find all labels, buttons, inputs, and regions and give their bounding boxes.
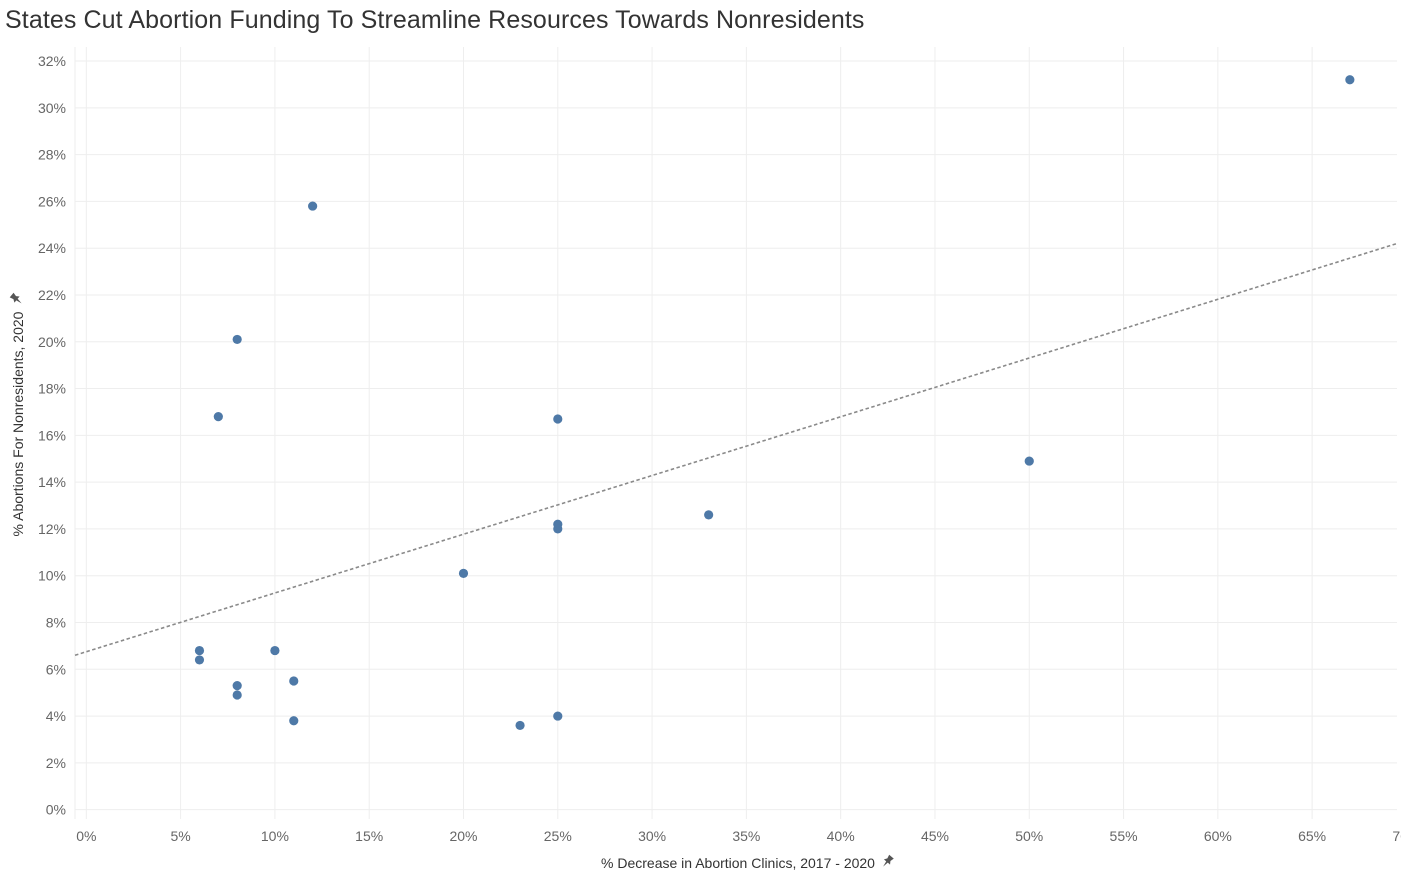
data-point[interactable] [704,510,714,520]
data-point[interactable] [194,645,205,656]
x-tick-label: 60% [1204,828,1232,844]
data-point[interactable] [308,201,318,211]
trend-line [74,242,1398,657]
y-tick-label: 6% [46,661,66,677]
data-point[interactable] [1024,456,1034,466]
chart-title: States Cut Abortion Funding To Streamlin… [5,6,865,34]
x-axis-label: % Decrease in Abortion Clinics, 2017 - 2… [601,855,875,871]
data-point[interactable] [553,414,563,424]
y-tick-label: 20% [38,334,66,350]
x-tick-label: 25% [544,828,572,844]
grid [74,47,1397,819]
data-point[interactable] [515,720,525,731]
y-tick-label: 12% [38,521,66,537]
points [194,75,1355,731]
x-tick-label: 65% [1298,828,1326,844]
y-tick-label: 10% [38,568,66,584]
data-point[interactable] [232,681,242,691]
x-tick-label: 50% [1015,828,1043,844]
pin-icon[interactable] [9,292,24,306]
data-point[interactable] [213,412,223,422]
data-point[interactable] [458,568,469,578]
data-point[interactable] [553,711,563,721]
axis-labels: % Decrease in Abortion Clinics, 2017 - 2… [9,292,894,871]
x-tick-label: 70% [1392,828,1401,844]
data-point[interactable] [270,645,280,656]
y-tick-label: 28% [38,147,66,163]
axis-ticks: 0% 5% 10% 15% 20% 25% 30% 35% 40% 45% 50% 55% 60% 65%… [38,53,1401,844]
x-tick-label: 20% [449,828,477,844]
y-tick-label: 22% [38,287,66,303]
data-point[interactable] [194,655,205,665]
y-tick-label: 8% [46,614,66,630]
data-point[interactable] [232,690,242,700]
x-tick-label: 40% [827,828,855,844]
y-tick-label: 4% [46,708,66,724]
x-tick-label: 30% [638,828,666,844]
trend-layer [74,242,1398,657]
y-tick-label: 32% [38,53,66,69]
data-point[interactable] [1345,75,1355,85]
x-tick-label: 5% [170,828,190,844]
y-axis-label: % Abortions For Nonresidents, 2020 [10,311,26,536]
x-tick-label: 15% [355,828,383,844]
y-tick-label: 24% [38,240,66,256]
pin-icon[interactable] [880,854,894,869]
x-tick-label: 55% [1110,828,1138,844]
x-tick-label: 0% [76,828,96,844]
y-tick-label: 26% [38,193,66,209]
y-tick-label: 14% [38,474,66,490]
data-point[interactable] [232,334,242,345]
y-tick-label: 30% [38,100,66,116]
data-point[interactable] [289,676,299,686]
y-tick-label: 16% [38,427,66,443]
x-tick-label: 45% [921,828,949,844]
y-tick-label: 2% [46,755,66,771]
y-tick-label: 0% [46,802,66,818]
y-tick-label: 18% [38,381,66,397]
data-point[interactable] [289,716,299,726]
x-tick-label: 35% [732,828,760,844]
data-point[interactable] [553,524,563,534]
x-tick-label: 10% [261,828,289,844]
